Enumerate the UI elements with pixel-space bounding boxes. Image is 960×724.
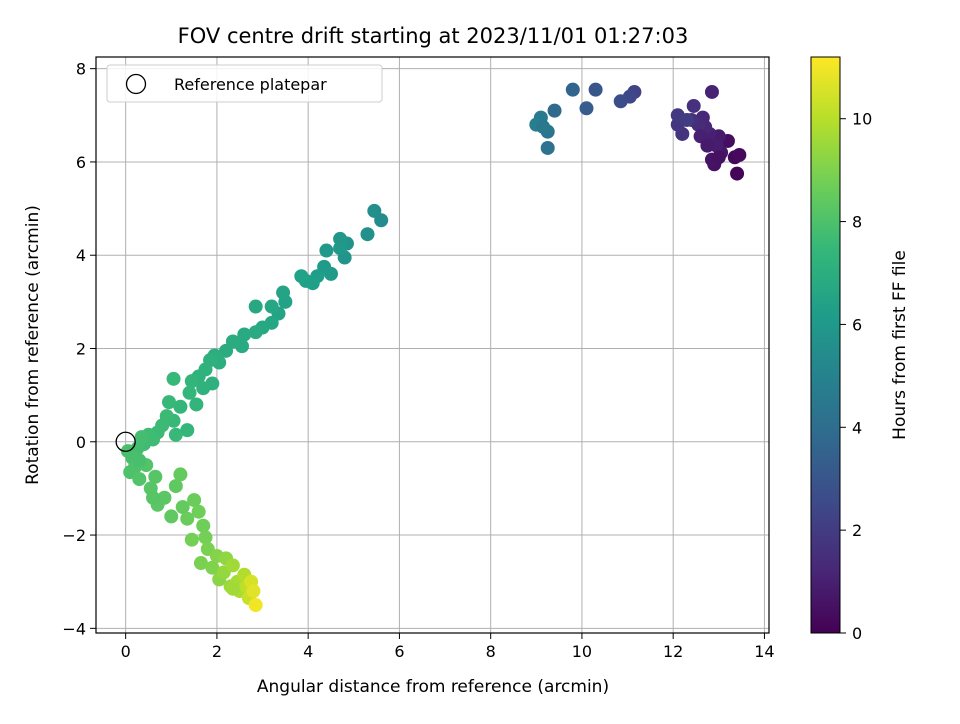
y-axis-label: Rotation from reference (arcmin) bbox=[23, 205, 43, 485]
scatter-point bbox=[294, 269, 309, 284]
scatter-point bbox=[367, 203, 382, 218]
scatter-point bbox=[225, 558, 240, 573]
reference-point-marker bbox=[115, 431, 136, 452]
scatter-point bbox=[276, 285, 291, 300]
y-tick-label: 0 bbox=[76, 433, 86, 452]
scatter-point bbox=[162, 395, 177, 410]
x-tick-label: 10 bbox=[572, 642, 592, 661]
scatter-point bbox=[180, 423, 195, 438]
legend-box bbox=[106, 64, 383, 103]
legend: Reference platepar bbox=[106, 64, 383, 103]
scatter-point bbox=[193, 556, 208, 571]
x-axis-label: Angular distance from reference (arcmin) bbox=[257, 677, 609, 697]
scatter-point bbox=[205, 560, 220, 575]
scatter-point bbox=[732, 147, 747, 162]
scatter-point bbox=[132, 472, 147, 487]
x-tick-label: 0 bbox=[121, 642, 131, 661]
scatter-point bbox=[579, 101, 594, 116]
scatter-point bbox=[679, 112, 694, 127]
y-tick-label: −4 bbox=[62, 619, 86, 638]
scatter-point bbox=[191, 504, 206, 519]
colorbar-label: Hours from first FF file bbox=[890, 250, 910, 440]
scatter-point bbox=[613, 94, 628, 109]
colorbar: 0 2 4 6 8 10 bbox=[810, 56, 872, 643]
scatter-point bbox=[189, 397, 204, 412]
scatter-point bbox=[196, 518, 211, 533]
scatter-point bbox=[132, 453, 147, 468]
scatter-point bbox=[248, 598, 263, 613]
scatter-point bbox=[219, 343, 234, 358]
scatter-point bbox=[333, 241, 348, 256]
x-tick-label: 8 bbox=[486, 642, 496, 661]
y-tick-label: −2 bbox=[62, 526, 86, 545]
scatter-point bbox=[168, 479, 183, 494]
scatter-point bbox=[180, 511, 195, 526]
scatter-point bbox=[360, 227, 375, 242]
scatter-point bbox=[547, 103, 562, 118]
scatter-point bbox=[704, 84, 719, 99]
colorbar-tick-label: 4 bbox=[852, 418, 862, 437]
y-tick-label: 4 bbox=[76, 246, 86, 265]
scatter-point bbox=[175, 500, 190, 515]
scatter-point bbox=[173, 467, 188, 482]
scatter-point bbox=[225, 581, 240, 596]
scatter-point bbox=[264, 299, 279, 314]
x-tick-label: 12 bbox=[663, 642, 683, 661]
colorbar-tick-label: 2 bbox=[852, 521, 862, 540]
scatter-point bbox=[164, 509, 179, 524]
axes: 0 2 4 6 8 10 12 14 −4 −2 0 2 4 6 8 bbox=[62, 56, 775, 661]
scatter-point bbox=[711, 150, 726, 165]
legend-marker bbox=[125, 73, 147, 95]
scatter-point bbox=[536, 119, 551, 134]
plot-frame bbox=[95, 56, 770, 634]
scatter-point bbox=[565, 82, 580, 97]
y-tick-label: 2 bbox=[76, 339, 86, 358]
scatter-point bbox=[540, 140, 555, 155]
scatter-point bbox=[187, 493, 202, 508]
chart-title: FOV centre drift starting at 2023/11/01 … bbox=[178, 24, 689, 48]
grid-lines bbox=[96, 57, 769, 633]
y-tick-label: 6 bbox=[76, 153, 86, 172]
scatter-points bbox=[115, 82, 747, 613]
scatter-point bbox=[168, 427, 183, 442]
scatter-point bbox=[146, 490, 161, 505]
x-tick-label: 14 bbox=[754, 642, 774, 661]
scatter-point bbox=[148, 469, 163, 484]
scatter-point bbox=[237, 327, 252, 342]
scatter-point bbox=[196, 381, 211, 396]
legend-label: Reference platepar bbox=[174, 75, 327, 94]
scatter-point bbox=[730, 166, 745, 181]
y-tick-label: 8 bbox=[76, 60, 86, 79]
scatter-point bbox=[134, 430, 149, 445]
scatter-point bbox=[173, 399, 188, 414]
scatter-point bbox=[248, 299, 263, 314]
colorbar-gradient bbox=[810, 56, 841, 634]
colorbar-tick-label: 10 bbox=[852, 110, 872, 129]
scatter-point bbox=[246, 584, 261, 599]
colorbar-tick-label: 8 bbox=[852, 213, 862, 232]
colorbar-tick-label: 0 bbox=[852, 624, 862, 643]
scatter-point bbox=[588, 82, 603, 97]
scatter-point bbox=[323, 266, 338, 281]
x-tick-label: 4 bbox=[303, 642, 313, 661]
x-tick-label: 6 bbox=[394, 642, 404, 661]
scatter-point bbox=[686, 98, 701, 113]
scatter-point bbox=[700, 138, 715, 153]
scatter-point bbox=[248, 325, 263, 340]
scatter-point bbox=[184, 374, 199, 389]
x-tick-label: 2 bbox=[212, 642, 222, 661]
colorbar-tick-label: 6 bbox=[852, 315, 862, 334]
scatter-point bbox=[319, 243, 334, 258]
scatter-point bbox=[182, 385, 197, 400]
scatter-point bbox=[198, 530, 213, 545]
scatter-point bbox=[157, 490, 172, 505]
scatter-point bbox=[166, 371, 181, 386]
scatter-point bbox=[184, 532, 199, 547]
